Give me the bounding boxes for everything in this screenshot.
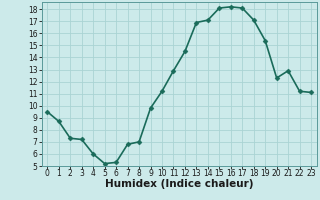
X-axis label: Humidex (Indice chaleur): Humidex (Indice chaleur) [105,179,253,189]
